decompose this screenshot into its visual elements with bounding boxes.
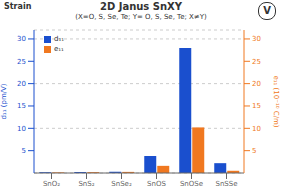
svg-text:30: 30 xyxy=(252,35,261,43)
svg-text:5: 5 xyxy=(22,147,26,155)
svg-text:SnOS: SnOS xyxy=(147,180,166,188)
html-text:Strain: Strain xyxy=(4,2,32,11)
svg-text:15: 15 xyxy=(17,102,26,110)
svg-text:SnO₂: SnO₂ xyxy=(43,180,60,188)
html-text:2D Janus SnXY: 2D Janus SnXY xyxy=(99,1,183,12)
html-text:e₁₁: e₁₁ xyxy=(54,45,64,53)
svg-text:25: 25 xyxy=(17,58,26,66)
html-text:(X=O, S, Se, Te; Y= O, S, Se,: (X=O, S, Se, Te; Y= O, S, Se, Te; X≠Y) xyxy=(75,13,207,21)
svg-text:15: 15 xyxy=(252,102,261,110)
svg-text:10: 10 xyxy=(17,125,26,133)
svg-text:10: 10 xyxy=(252,125,261,133)
svg-text:SnS₂: SnS₂ xyxy=(78,180,94,188)
svg-text:SnOSe: SnOSe xyxy=(180,180,203,188)
svg-text:30: 30 xyxy=(17,35,26,43)
html-text:V: V xyxy=(263,5,271,16)
html-text:d₁₁: d₁₁ xyxy=(54,35,65,43)
svg-text:e₁₁ (10⁻¹⁰ C/m): e₁₁ (10⁻¹⁰ C/m) xyxy=(272,75,274,127)
svg-text:25: 25 xyxy=(252,58,261,66)
svg-text:20: 20 xyxy=(17,80,26,88)
svg-text:d₁₁ (pm/V): d₁₁ (pm/V) xyxy=(8,83,9,119)
svg-text:SnSe₂: SnSe₂ xyxy=(111,180,132,188)
svg-text:5: 5 xyxy=(252,147,256,155)
svg-text:20: 20 xyxy=(252,80,261,88)
svg-text:SnSSe: SnSSe xyxy=(215,180,237,188)
